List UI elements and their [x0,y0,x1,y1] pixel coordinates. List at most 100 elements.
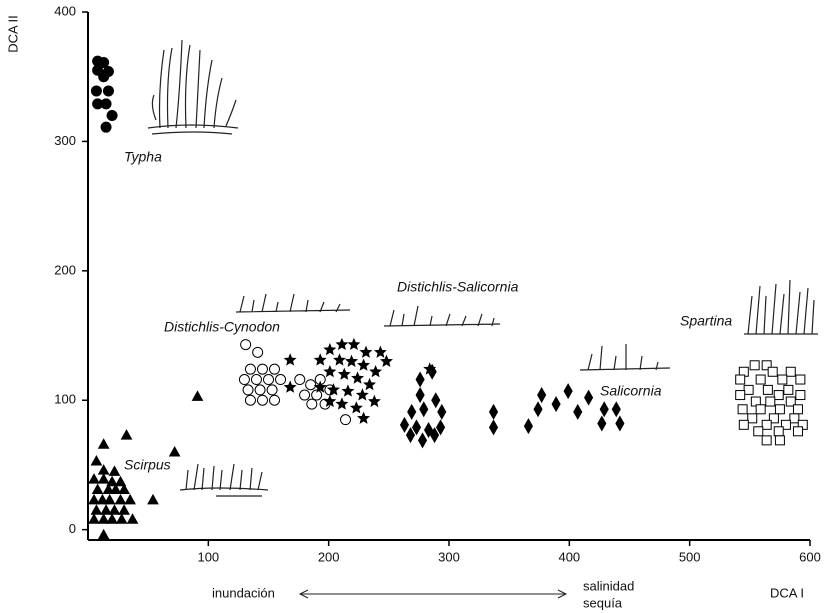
plant-illustration [744,279,818,335]
point [795,374,806,385]
point [242,384,254,396]
point [355,388,369,401]
point [335,337,349,351]
point [762,384,773,395]
y-tick-label: 400 [54,3,76,18]
point [427,363,437,380]
y-tick-label: 300 [54,133,76,148]
plant-illustration [235,293,351,313]
point [359,345,373,358]
point [100,504,112,515]
point [379,354,393,367]
series-label: Distichlis-Salicornia [397,279,519,295]
plant-illustration [179,463,269,497]
point [97,528,110,540]
y-axis-label: DCA II [5,15,20,53]
point [275,374,287,386]
point [369,365,383,378]
point [488,419,499,436]
point [765,396,776,407]
point [323,342,337,356]
point [311,389,323,401]
point [266,384,278,396]
point [283,353,297,366]
point [323,394,337,408]
point [323,364,337,378]
point [240,339,252,351]
point [349,401,363,414]
point [97,464,110,475]
point [773,426,784,437]
point [767,366,778,377]
point [533,401,543,418]
point [792,426,803,437]
point [488,403,499,420]
point [411,419,422,436]
y-tick-label: 0 [69,521,76,536]
y-tick-label: 100 [54,392,76,407]
point [735,374,746,385]
point [337,367,351,380]
series [399,363,625,449]
point [168,445,181,457]
point [88,473,100,484]
x-tick-label: 400 [558,549,580,564]
gradient-label: sequía [583,595,623,610]
point [785,366,796,377]
series-label: Salicornia [600,383,662,399]
point [106,475,118,487]
point [90,85,102,97]
point [407,403,417,420]
x-tick-label: 600 [799,549,821,564]
point [126,513,139,524]
point [252,346,264,358]
point [263,374,274,386]
point [106,110,118,122]
point [737,404,748,415]
gradient-label: salinidad [583,578,634,593]
point [755,374,766,385]
x-tick-label: 200 [318,549,340,564]
point [357,358,371,371]
point [244,394,256,406]
point [415,371,425,388]
point [254,384,266,396]
point [584,389,594,406]
point [98,71,110,83]
plant-illustration [383,305,501,327]
point [399,416,410,433]
point [90,504,103,515]
series-label: Scirpus [124,457,171,473]
point [743,384,754,395]
point [761,435,772,446]
point [326,383,340,396]
x-tick-label: 300 [438,549,460,564]
point [103,493,116,505]
point [777,374,788,385]
point [313,380,327,393]
point [357,411,371,424]
point [774,435,785,446]
point [774,404,785,415]
point [768,413,779,424]
series-label: Distichlis-Cynodon [164,319,280,335]
point [563,383,573,400]
point [118,483,130,495]
point [114,475,127,487]
point [753,426,764,437]
point [423,421,434,439]
point [313,353,327,366]
point [114,493,127,505]
point [191,390,204,401]
point [250,374,262,386]
series [735,360,808,446]
point [305,379,317,391]
point [795,390,806,401]
point [599,401,609,418]
x-tick-label: 100 [197,549,219,564]
point [761,419,772,430]
point [405,427,416,444]
point [283,380,297,393]
point [335,397,349,410]
